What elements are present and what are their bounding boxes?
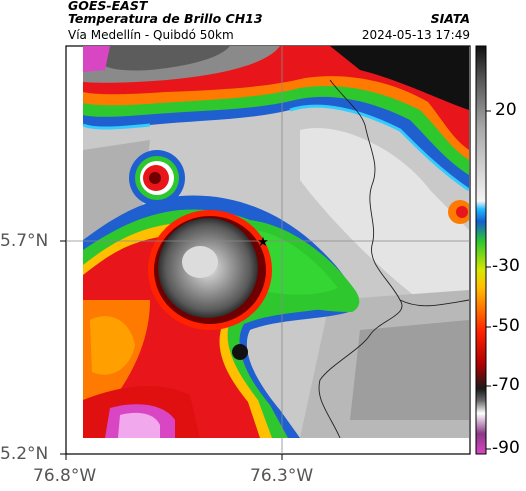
lon-tick-label: 76.3°W [250,466,314,486]
product-title: Temperatura de Brillo CH13 [68,11,263,26]
colorbar-tick-label: -50 [492,316,520,336]
colorbar-tick-label: 20 [495,100,517,120]
source-label: SIATA [430,11,470,26]
colorbar-tick-label: -30 [492,256,520,276]
location-marker: ★ [257,235,269,250]
lon-tick-label: 76.8°W [33,466,97,486]
colorbar-tick-label: -70 [492,375,520,395]
colorbar-tick-label: -90 [492,438,520,458]
datetime-label: 2024-05-13 17:49 [361,28,470,42]
satellite-name: GOES-EAST [68,0,148,13]
brightness-field [83,46,469,438]
lat-tick-label: 5.7°N [0,231,49,251]
lat-tick-label: 5.2°N [0,444,49,464]
colorbar [475,45,487,455]
boundary-line [318,79,403,439]
boundary-line-east [399,299,470,307]
area-subtitle: Vía Medellín - Quibdó 50km [68,28,234,42]
